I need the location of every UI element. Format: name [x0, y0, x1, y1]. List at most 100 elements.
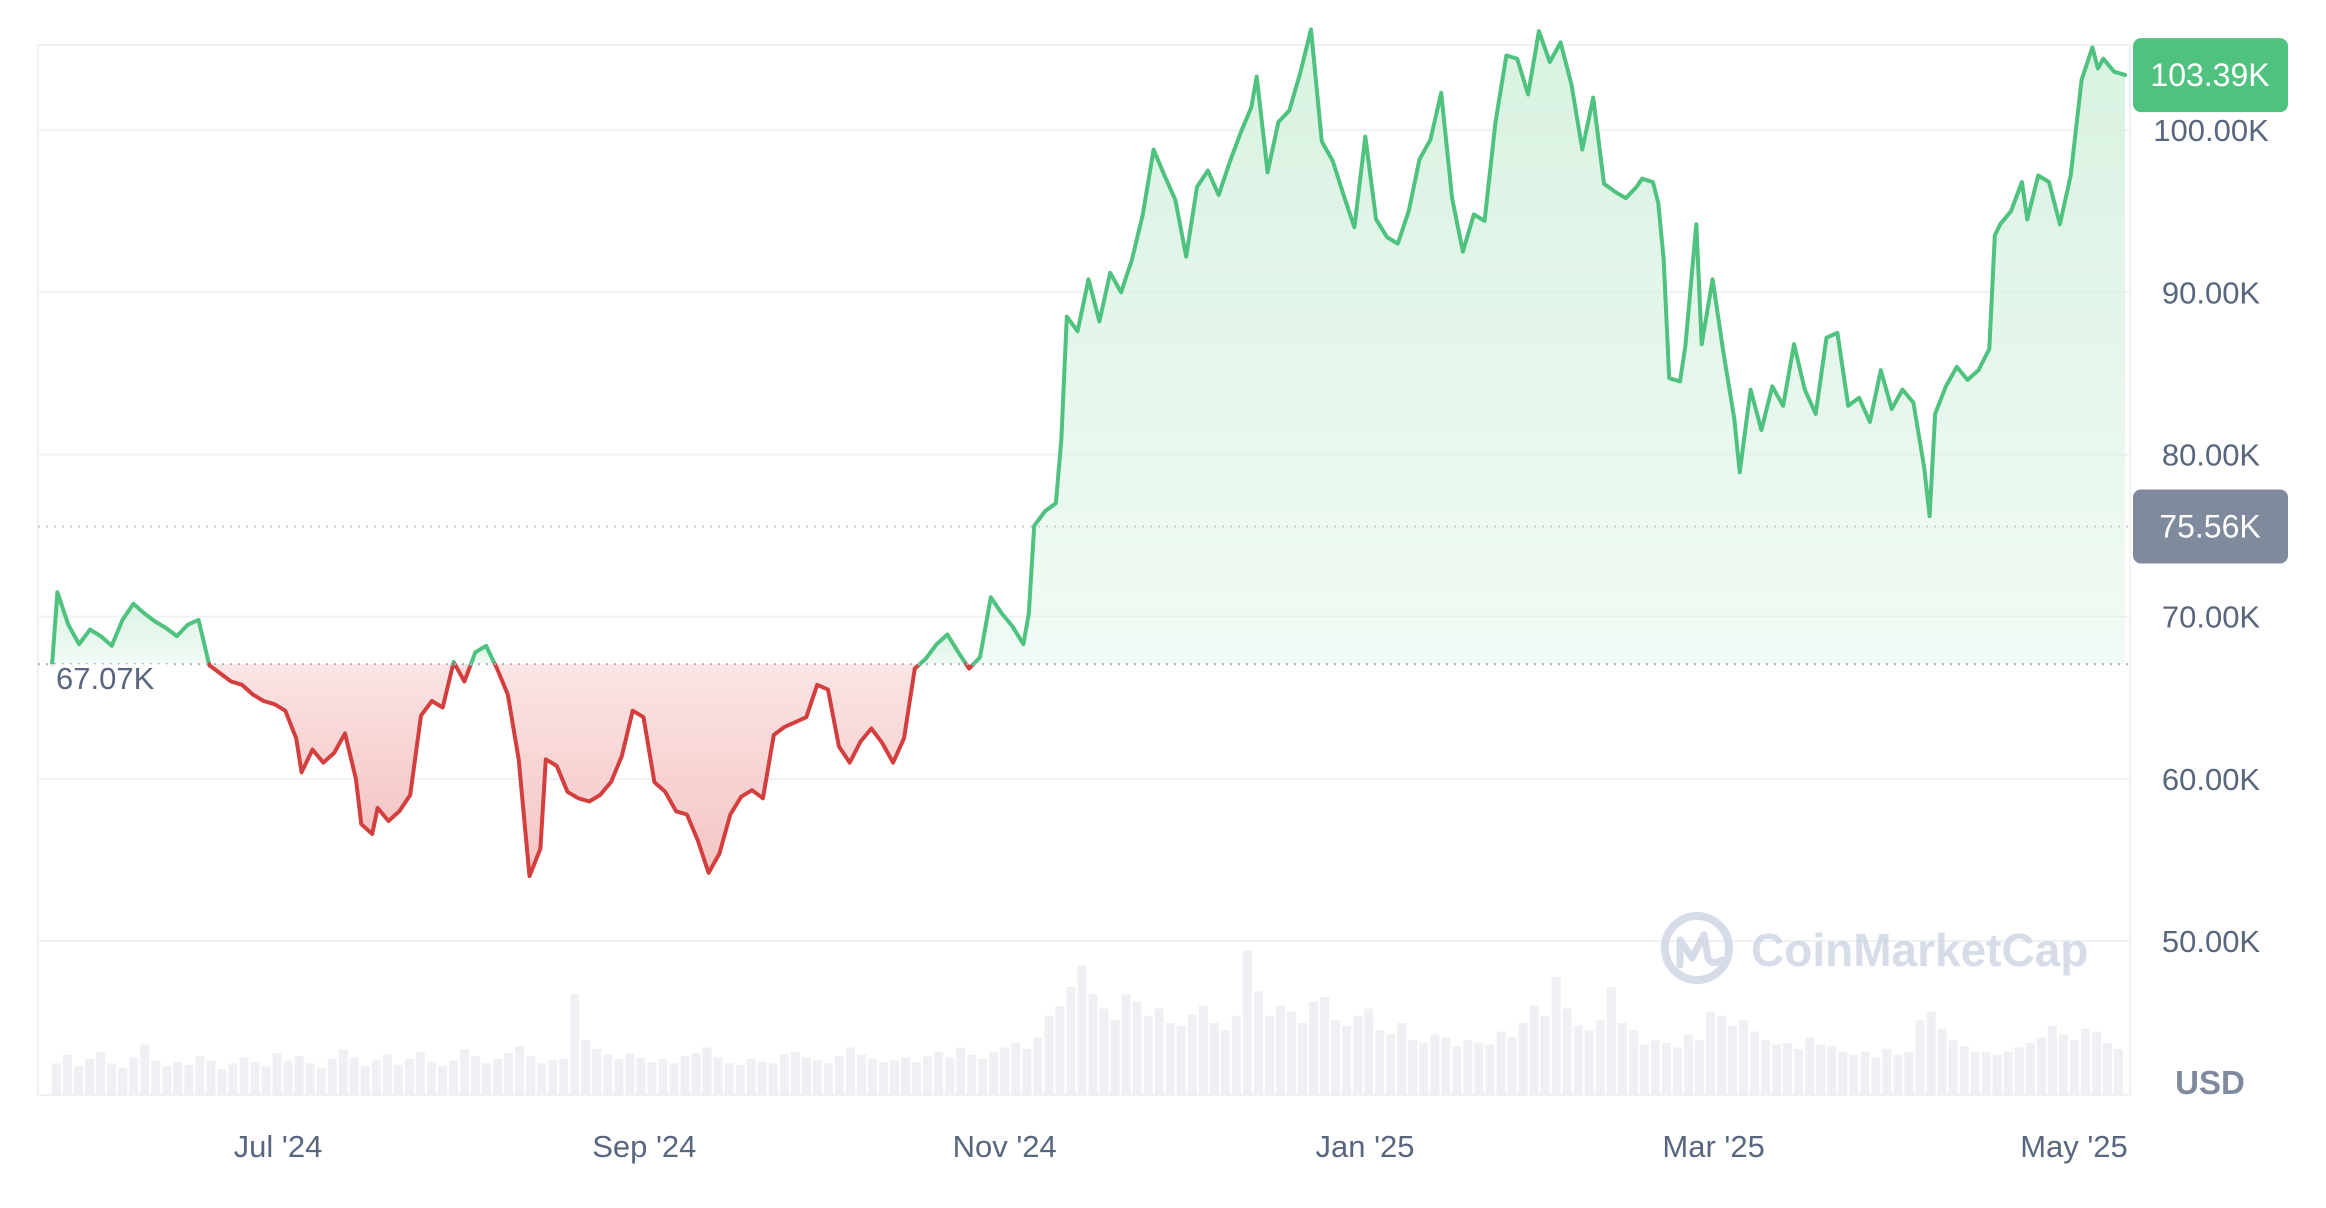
volume-bar	[515, 1046, 525, 1095]
volume-bar	[1882, 1048, 1892, 1095]
coinmarketcap-logo-icon	[1661, 912, 1733, 984]
volume-bar	[482, 1063, 492, 1095]
volume-bar	[1044, 1015, 1054, 1095]
current-price-badge	[2133, 38, 2288, 113]
volume-bar	[1937, 1028, 1947, 1095]
volume-bar	[1033, 1037, 1043, 1095]
volume-bar	[1827, 1046, 1837, 1095]
volume-bar	[1286, 1011, 1297, 1095]
volume-bar	[1661, 1043, 1671, 1095]
volume-bar	[856, 1054, 866, 1095]
volume-bar	[327, 1059, 337, 1095]
volume-bar	[1904, 1051, 1914, 1095]
volume-bar	[1088, 994, 1098, 1095]
volume-bar	[901, 1057, 911, 1095]
coinmarketcap-watermark: CoinMarketCap	[1661, 912, 2088, 984]
volume-bar	[1948, 1040, 1958, 1095]
volume-bar	[1011, 1043, 1021, 1095]
volume-bar	[2003, 1051, 2013, 1095]
volume-bar	[1441, 1037, 1451, 1095]
volume-bar	[1408, 1040, 1418, 1095]
volume-bar	[1187, 1014, 1197, 1095]
volume-bar	[1540, 1015, 1550, 1095]
volume-bar	[1099, 1008, 1109, 1095]
volume-bar	[702, 1047, 712, 1095]
volume-bar	[471, 1056, 481, 1095]
volume-bar	[1728, 1025, 1738, 1095]
volume-bar	[493, 1059, 503, 1095]
volume-bar	[680, 1056, 690, 1095]
volume-bar	[316, 1067, 326, 1095]
volume-bar	[1474, 1043, 1484, 1095]
volume-bar	[658, 1059, 668, 1095]
volume-bar	[1959, 1046, 1969, 1095]
volume-bar	[1750, 1031, 1760, 1095]
volume-bar	[382, 1054, 392, 1095]
volume-bar	[1364, 1008, 1374, 1095]
volume-bar	[548, 1060, 558, 1095]
volume-bar	[790, 1051, 800, 1095]
volume-bar	[85, 1059, 95, 1095]
volume-bar	[1253, 991, 1263, 1095]
volume-bar	[2080, 1028, 2090, 1095]
volume-bar	[1551, 976, 1561, 1095]
volume-bar	[294, 1056, 304, 1095]
price-line-up	[468, 643, 497, 667]
area-below-baseline	[209, 664, 454, 834]
x-tick-label: Jul '24	[234, 1129, 323, 1164]
price-line-down	[207, 662, 456, 836]
volume-bar	[1562, 1008, 1572, 1095]
volume-bar	[1639, 1044, 1649, 1095]
volume-bar	[52, 1063, 62, 1095]
volume-bar	[504, 1053, 514, 1095]
price-areas	[52, 29, 2125, 877]
volume-bar	[647, 1061, 657, 1095]
volume-bar	[217, 1069, 227, 1095]
price-line-down	[452, 662, 473, 684]
volume-bar	[669, 1063, 679, 1095]
volume-bar	[2047, 1025, 2057, 1095]
volume-bar	[735, 1064, 745, 1095]
volume-bar	[1386, 1034, 1396, 1095]
volume-bar	[1275, 1005, 1285, 1095]
volume-bar	[349, 1057, 359, 1095]
volume-bar	[691, 1053, 701, 1095]
volume-bar	[757, 1061, 767, 1095]
volume-bar	[1298, 1023, 1308, 1095]
x-tick-label: May '25	[2020, 1129, 2128, 1164]
volume-bar	[581, 1040, 591, 1095]
volume-bar	[603, 1054, 613, 1095]
volume-bar	[614, 1059, 624, 1095]
volume-bar	[1805, 1037, 1815, 1095]
volume-bar	[1066, 987, 1076, 1095]
y-tick-label: 50.00K	[2162, 924, 2261, 959]
volume-bar	[956, 1047, 966, 1095]
volume-bar	[459, 1048, 470, 1095]
volume-bar	[1573, 1025, 1583, 1095]
volume-bar	[1353, 1015, 1363, 1095]
volume-bar	[1209, 1023, 1219, 1095]
volume-bar	[867, 1059, 877, 1095]
volume-bar	[845, 1047, 855, 1095]
volume-bar	[184, 1064, 194, 1095]
volume-bar	[1143, 1015, 1153, 1095]
volume-bar	[1331, 1020, 1341, 1095]
volume-bar	[1772, 1044, 1782, 1095]
volume-bar	[63, 1054, 73, 1095]
volume-bar	[426, 1061, 436, 1095]
volume-bar	[305, 1063, 315, 1095]
volume-bar	[1970, 1051, 1980, 1095]
volume-bar	[206, 1060, 216, 1095]
volume-bar	[239, 1057, 249, 1095]
volume-bar	[1694, 1040, 1704, 1095]
volume-bar	[713, 1057, 723, 1095]
volume-bar	[2113, 1048, 2123, 1095]
volume-bar	[2036, 1037, 2046, 1095]
volume-bar	[1529, 1005, 1539, 1095]
volume-bar	[1463, 1040, 1473, 1095]
volume-bar	[250, 1061, 260, 1095]
x-tick-label: Nov '24	[953, 1129, 1057, 1164]
volume-bar	[140, 1044, 150, 1095]
volume-bar	[1220, 1030, 1230, 1095]
